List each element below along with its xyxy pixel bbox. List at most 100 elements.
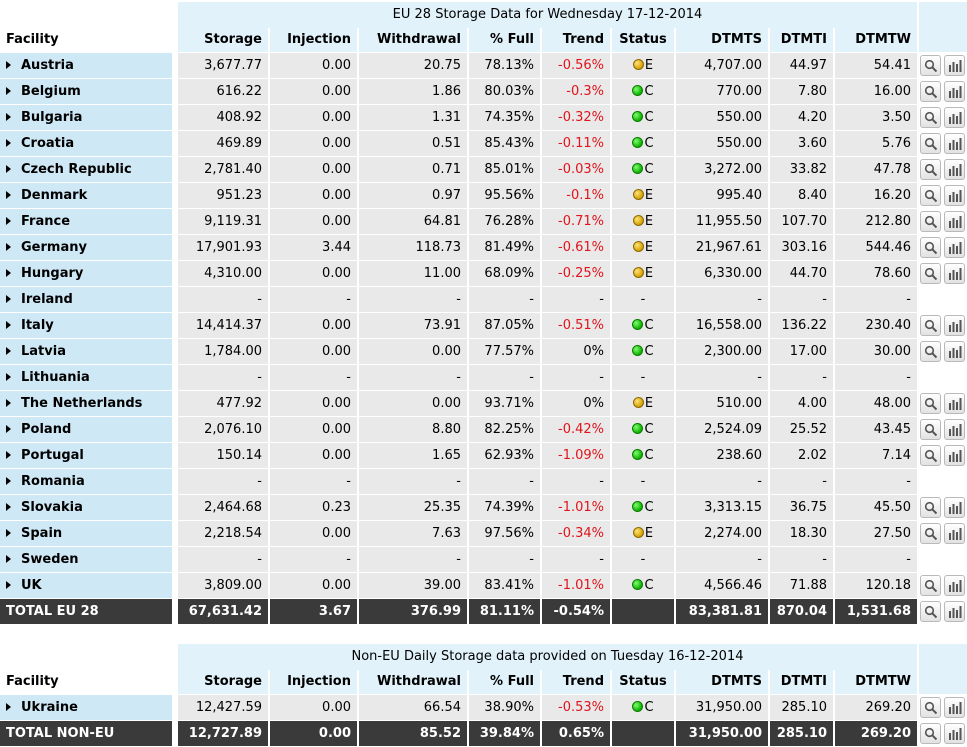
table-row[interactable]: UK 3,809.00 0.00 39.00 83.41% -1.01% C 4,566.46… <box>0 573 967 598</box>
expand-arrow-icon[interactable] <box>6 321 11 329</box>
column-header-withdrawal[interactable]: Withdrawal <box>359 669 467 694</box>
column-header-status[interactable]: Status <box>612 669 674 694</box>
bar-chart-icon[interactable] <box>944 601 965 622</box>
magnifier-icon[interactable] <box>920 723 941 744</box>
table-row[interactable]: Ukraine 12,427.59 0.00 66.54 38.90% -0.53% C 31… <box>0 695 967 720</box>
magnifier-icon[interactable] <box>920 133 941 154</box>
column-header-withdrawal[interactable]: Withdrawal <box>359 27 467 52</box>
bar-chart-icon[interactable] <box>944 419 965 440</box>
cell-name[interactable]: Croatia <box>0 131 172 156</box>
bar-chart-icon[interactable] <box>944 523 965 544</box>
bar-chart-icon[interactable] <box>944 55 965 76</box>
column-header-dtmts[interactable]: DTMTS <box>676 669 768 694</box>
bar-chart-icon[interactable] <box>944 575 965 596</box>
bar-chart-icon[interactable] <box>944 81 965 102</box>
table-row[interactable]: Poland 2,076.10 0.00 8.80 82.25% -0.42% C 2,524… <box>0 417 967 442</box>
magnifier-icon[interactable] <box>920 497 941 518</box>
bar-chart-icon[interactable] <box>944 315 965 336</box>
cell-name[interactable]: Lithuania <box>0 365 172 390</box>
bar-chart-icon[interactable] <box>944 185 965 206</box>
expand-arrow-icon[interactable] <box>6 529 11 537</box>
magnifier-icon[interactable] <box>920 697 941 718</box>
magnifier-icon[interactable] <box>920 159 941 180</box>
bar-chart-icon[interactable] <box>944 237 965 258</box>
column-header-dtmti[interactable]: DTMTI <box>770 27 833 52</box>
magnifier-icon[interactable] <box>920 341 941 362</box>
table-row[interactable]: Ireland - - - - - - - - - <box>0 287 967 312</box>
table-row[interactable]: Slovakia 2,464.68 0.23 25.35 74.39% -1.01% C 3,… <box>0 495 967 520</box>
column-header-dtmts[interactable]: DTMTS <box>676 27 768 52</box>
column-header-trend[interactable]: Trend <box>542 27 610 52</box>
column-header-dtmti[interactable]: DTMTI <box>770 669 833 694</box>
column-header-facility[interactable]: Facility <box>0 27 172 52</box>
magnifier-icon[interactable] <box>920 575 941 596</box>
bar-chart-icon[interactable] <box>944 445 965 466</box>
cell-name[interactable]: UK <box>0 573 172 598</box>
table-row[interactable]: Czech Republic 2,781.40 0.00 0.71 85.01% -0.0… <box>0 157 967 182</box>
table-row[interactable]: Lithuania - - - - - - - - - <box>0 365 967 390</box>
cell-name[interactable]: Sweden <box>0 547 172 572</box>
column-header-injection[interactable]: Injection <box>270 27 357 52</box>
expand-arrow-icon[interactable] <box>6 295 11 303</box>
table-row[interactable]: Denmark 951.23 0.00 0.97 95.56% -0.1% E 995.40 8… <box>0 183 967 208</box>
bar-chart-icon[interactable] <box>944 697 965 718</box>
expand-arrow-icon[interactable] <box>6 87 11 95</box>
table-row[interactable]: Portugal 150.14 0.00 1.65 62.93% -1.09% C 238.6… <box>0 443 967 468</box>
magnifier-icon[interactable] <box>920 601 941 622</box>
bar-chart-icon[interactable] <box>944 263 965 284</box>
bar-chart-icon[interactable] <box>944 393 965 414</box>
magnifier-icon[interactable] <box>920 81 941 102</box>
expand-arrow-icon[interactable] <box>6 243 11 251</box>
expand-arrow-icon[interactable] <box>6 269 11 277</box>
expand-arrow-icon[interactable] <box>6 703 11 711</box>
cell-name[interactable]: Ireland <box>0 287 172 312</box>
expand-arrow-icon[interactable] <box>6 503 11 511</box>
table-row[interactable]: France 9,119.31 0.00 64.81 76.28% -0.71% E 11,9… <box>0 209 967 234</box>
bar-chart-icon[interactable] <box>944 497 965 518</box>
column-header-dtmtw[interactable]: DTMTW <box>835 669 917 694</box>
total-row[interactable]: TOTAL EU 28 67,631.42 3.67 376.99 81.11% -0.5… <box>0 599 967 624</box>
bar-chart-icon[interactable] <box>944 107 965 128</box>
expand-arrow-icon[interactable] <box>6 139 11 147</box>
cell-name[interactable]: Denmark <box>0 183 172 208</box>
bar-chart-icon[interactable] <box>944 211 965 232</box>
expand-arrow-icon[interactable] <box>6 165 11 173</box>
table-row[interactable]: Romania - - - - - - - - - <box>0 469 967 494</box>
cell-name[interactable]: Ukraine <box>0 695 172 720</box>
expand-arrow-icon[interactable] <box>6 451 11 459</box>
table-row[interactable]: Spain 2,218.54 0.00 7.63 97.56% -0.34% E 2,274.… <box>0 521 967 546</box>
bar-chart-icon[interactable] <box>944 159 965 180</box>
column-header-dtmtw[interactable]: DTMTW <box>835 27 917 52</box>
column-header-full[interactable]: % Full <box>469 669 540 694</box>
column-header-injection[interactable]: Injection <box>270 669 357 694</box>
expand-arrow-icon[interactable] <box>6 113 11 121</box>
cell-name[interactable]: Spain <box>0 521 172 546</box>
cell-name[interactable]: Portugal <box>0 443 172 468</box>
table-row[interactable]: Germany 17,901.93 3.44 118.73 81.49% -0.61% E 2… <box>0 235 967 260</box>
magnifier-icon[interactable] <box>920 445 941 466</box>
cell-name[interactable]: Czech Republic <box>0 157 172 182</box>
expand-arrow-icon[interactable] <box>6 425 11 433</box>
magnifier-icon[interactable] <box>920 523 941 544</box>
table-row[interactable]: Latvia 1,784.00 0.00 0.00 77.57% 0% C 2,300.00 1… <box>0 339 967 364</box>
table-row[interactable]: Bulgaria 408.92 0.00 1.31 74.35% -0.32% C 550.0… <box>0 105 967 130</box>
expand-arrow-icon[interactable] <box>6 347 11 355</box>
expand-arrow-icon[interactable] <box>6 581 11 589</box>
bar-chart-icon[interactable] <box>944 723 965 744</box>
expand-arrow-icon[interactable] <box>6 555 11 563</box>
magnifier-icon[interactable] <box>920 263 941 284</box>
cell-name[interactable]: Romania <box>0 469 172 494</box>
expand-arrow-icon[interactable] <box>6 217 11 225</box>
cell-name[interactable]: Germany <box>0 235 172 260</box>
table-row[interactable]: The Netherlands 477.92 0.00 0.00 93.71% 0% E 51… <box>0 391 967 416</box>
magnifier-icon[interactable] <box>920 393 941 414</box>
expand-arrow-icon[interactable] <box>6 191 11 199</box>
expand-arrow-icon[interactable] <box>6 399 11 407</box>
cell-name[interactable]: Bulgaria <box>0 105 172 130</box>
magnifier-icon[interactable] <box>920 419 941 440</box>
table-row[interactable]: Italy 14,414.37 0.00 73.91 87.05% -0.51% C 16,5… <box>0 313 967 338</box>
column-header-status[interactable]: Status <box>612 27 674 52</box>
table-row[interactable]: Sweden - - - - - - - - - <box>0 547 967 572</box>
cell-name[interactable]: Austria <box>0 53 172 78</box>
cell-name[interactable]: Italy <box>0 313 172 338</box>
